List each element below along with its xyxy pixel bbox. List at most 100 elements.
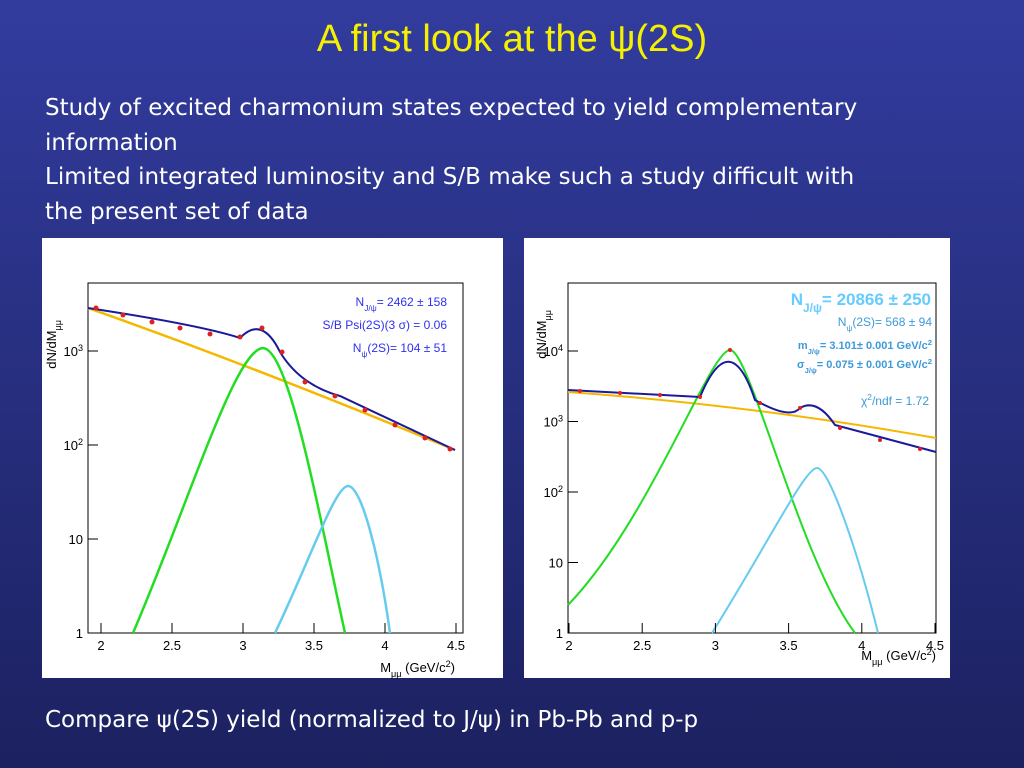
text-part: J/ψ xyxy=(805,366,817,375)
text-part: 1 xyxy=(76,626,83,641)
annotation: σJ/ψ= 0.075 ± 0.001 GeV/c2 xyxy=(797,357,932,375)
text-part: 10 xyxy=(549,556,563,571)
annotation: NJ/ψ= 20866 ± 250 xyxy=(791,290,931,315)
text-part: χ xyxy=(861,394,868,408)
text-part: = 3.101± 0.001 GeV/c xyxy=(820,340,928,352)
annotation: Nψ(2S)= 104 ± 51 xyxy=(353,341,448,359)
text-part: 10 xyxy=(69,532,83,547)
text-part: 2 xyxy=(927,647,932,657)
text-part: ) xyxy=(932,648,936,663)
text-part: ψ xyxy=(846,323,852,333)
y-tick-label: 103 xyxy=(543,414,563,430)
psi2s-fit xyxy=(711,466,879,634)
text-part: dN/dM xyxy=(44,330,59,368)
text-part: m xyxy=(798,340,808,352)
annotation: NJ/ψ= 2462 ± 158 xyxy=(356,295,448,313)
x-tick-label: 4.5 xyxy=(447,638,465,653)
text-part: (GeV/c xyxy=(402,660,447,675)
text-part: M xyxy=(861,648,872,663)
text-part: σ xyxy=(797,359,805,371)
text-part: 10 xyxy=(63,438,77,453)
x-tick-label: 3.5 xyxy=(780,638,798,653)
y-tick-label: 10 xyxy=(549,556,563,571)
annotation: mJ/ψ= 3.101± 0.001 GeV/c2 xyxy=(798,338,932,356)
text-part: 2 xyxy=(446,659,451,669)
text-part: J/ψ xyxy=(364,303,377,313)
text-part: 10 xyxy=(543,485,557,500)
text-part: = 0.075 ± 0.001 GeV/c xyxy=(817,359,928,371)
data-points xyxy=(93,305,453,452)
x-tick-label: 3 xyxy=(239,638,246,653)
text-part: 2 xyxy=(558,484,563,494)
text-part: = 2462 ± 158 xyxy=(377,295,448,309)
annotation: S/B Psi(2S)(3 σ) = 0.06 xyxy=(323,318,448,332)
text-part: (2S)= 568 ± 94 xyxy=(852,315,932,329)
x-tick-label: 4.5 xyxy=(926,638,944,653)
text-part: 10 xyxy=(543,415,557,430)
x-axis-label: Mμμ (GeV/c2) xyxy=(861,647,936,667)
text-part: ) xyxy=(451,660,455,675)
text-part: M xyxy=(380,660,391,675)
text-part: 10 xyxy=(63,344,77,359)
text-part: 3 xyxy=(558,414,563,424)
jpsi-fit xyxy=(131,346,347,634)
x-tick-label: 2 xyxy=(97,638,104,653)
text-part: N xyxy=(838,315,847,329)
text-part: μμ xyxy=(872,657,882,667)
text-part: 2 xyxy=(867,392,872,402)
text-part: μμ xyxy=(53,320,63,330)
y-axis-label: dN/dMμμ xyxy=(534,310,553,359)
y-axis-label: dN/dMμμ xyxy=(44,320,63,369)
x-axis-label: Mμμ (GeV/c2) xyxy=(380,659,455,679)
text-part: (2S)= 104 ± 51 xyxy=(367,341,447,355)
annotation: Nψ(2S)= 568 ± 94 xyxy=(838,315,933,333)
text-part: μμ xyxy=(391,669,401,679)
figure-background xyxy=(524,238,950,678)
caption: Compare ψ(2S) yield (normalized to J/ψ) … xyxy=(45,707,699,733)
text-part: 10 xyxy=(543,344,557,359)
text-part: 2 xyxy=(78,437,83,447)
bullet-list: Study of excited charmonium states expec… xyxy=(45,91,885,229)
text-part: μμ xyxy=(543,310,553,320)
figure-background xyxy=(42,238,503,678)
x-tick-label: 2.5 xyxy=(633,638,651,653)
data-points xyxy=(578,348,922,451)
y-tick-label: 10 xyxy=(69,532,83,547)
x-tick-label: 2 xyxy=(565,638,572,653)
text-part: N xyxy=(791,290,803,309)
text-part: 2 xyxy=(928,338,932,347)
text-part: /ndf = 1.72 xyxy=(872,394,929,408)
x-tick-label: 2.5 xyxy=(163,638,181,653)
y-tick-label: 1 xyxy=(76,626,83,641)
x-tick-label: 4 xyxy=(858,638,865,653)
background-fit xyxy=(567,391,937,439)
y-tick-label: 104 xyxy=(543,343,563,359)
y-tick-label: 102 xyxy=(543,484,563,500)
text-part: N xyxy=(353,341,362,355)
text-part: J/ψ xyxy=(808,347,820,356)
y-tick-label: 102 xyxy=(63,437,83,453)
text-part: ψ xyxy=(361,349,367,359)
y-tick-label: 103 xyxy=(63,343,83,359)
background-fit xyxy=(87,306,456,452)
y-tick-label: 1 xyxy=(556,626,563,641)
x-tick-label: 3 xyxy=(712,638,719,653)
text-part: S/B Psi(2S)(3 σ) = 0.06 xyxy=(323,318,448,332)
slide-title: A first look at the ψ(2S) xyxy=(316,18,708,60)
text-part: dN/dM xyxy=(534,320,549,358)
text-part: 4 xyxy=(558,343,563,353)
text-part: (GeV/c xyxy=(883,648,928,663)
bullet: Limited integrated luminosity and S/B ma… xyxy=(45,164,855,225)
text-part: 3 xyxy=(78,343,83,353)
total-fit xyxy=(567,360,937,453)
text-part: = 20866 ± 250 xyxy=(822,290,931,309)
text-part: 2 xyxy=(928,357,932,366)
bullet: Study of excited charmonium states expec… xyxy=(45,95,858,156)
x-tick-label: 3.5 xyxy=(305,638,323,653)
psi2s-fit xyxy=(273,484,392,634)
text-part: J/ψ xyxy=(803,301,822,315)
text-part: 1 xyxy=(556,626,563,641)
text-part: N xyxy=(356,295,365,309)
